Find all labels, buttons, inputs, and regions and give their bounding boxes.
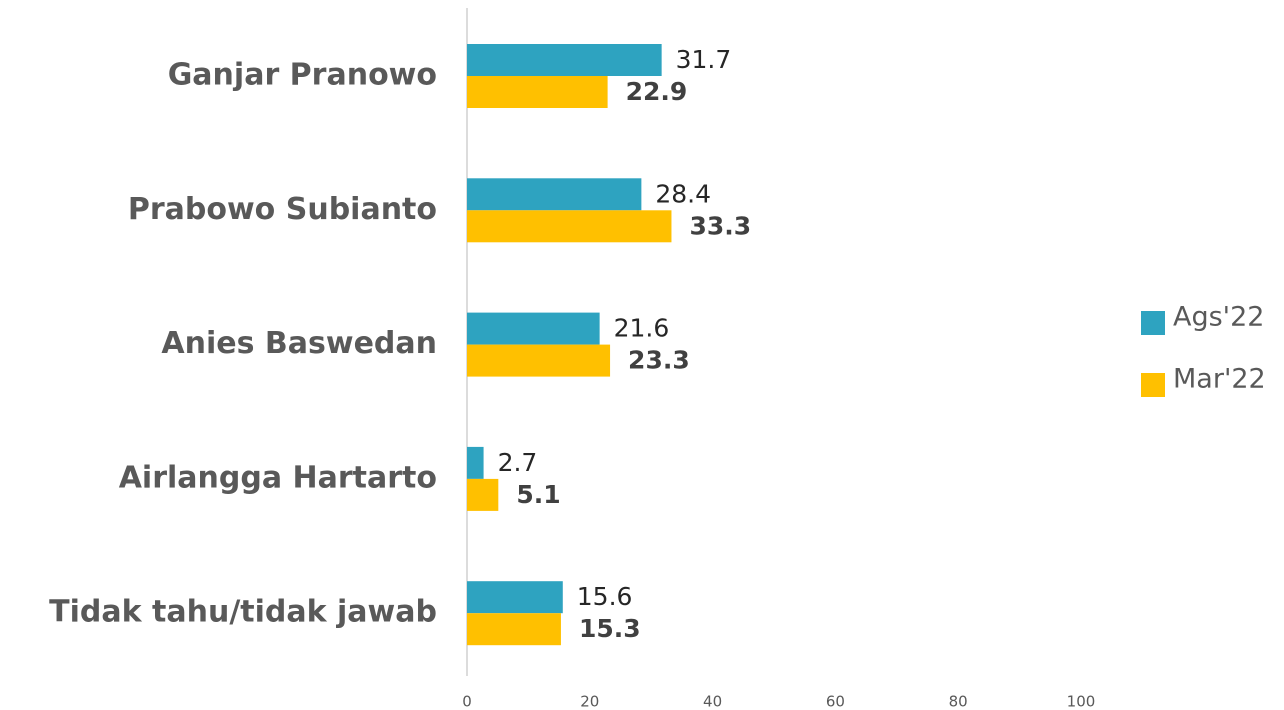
category-label: Airlangga Hartarto	[119, 460, 437, 495]
data-label: 33.3	[689, 211, 751, 240]
x-tick-label: 0	[462, 693, 472, 710]
x-tick-label: 40	[703, 693, 722, 710]
data-label: 15.6	[577, 582, 633, 611]
bar	[467, 312, 600, 345]
data-label: 23.3	[628, 346, 690, 375]
bar	[467, 344, 611, 377]
bar	[467, 446, 484, 479]
data-label: 22.9	[626, 77, 688, 106]
x-tick-label: 100	[1067, 693, 1096, 710]
bar	[467, 210, 672, 243]
data-label: 5.1	[516, 480, 560, 509]
data-label: 2.7	[498, 448, 538, 477]
category-label: Tidak tahu/tidak jawab	[49, 595, 437, 630]
x-tick-label: 80	[949, 693, 968, 710]
bar	[467, 44, 662, 76]
legend-swatch	[1141, 311, 1165, 335]
bar	[467, 76, 608, 108]
legend-swatch	[1141, 373, 1165, 397]
data-label: 15.3	[579, 614, 641, 643]
x-tick-label: 20	[580, 693, 599, 710]
data-label: 28.4	[655, 179, 711, 208]
bar	[467, 478, 499, 511]
category-label: Anies Baswedan	[161, 326, 437, 361]
bar	[467, 581, 563, 614]
category-label: Ganjar Pranowo	[168, 58, 437, 93]
data-label: 31.7	[676, 45, 732, 74]
x-tick-label: 60	[826, 693, 845, 710]
data-label: 21.6	[614, 314, 670, 343]
legend-label: Ags'22	[1173, 302, 1264, 333]
bar	[467, 178, 642, 211]
bar	[467, 613, 561, 646]
category-label: Prabowo Subianto	[128, 192, 437, 227]
legend-label: Mar'22	[1173, 364, 1266, 395]
